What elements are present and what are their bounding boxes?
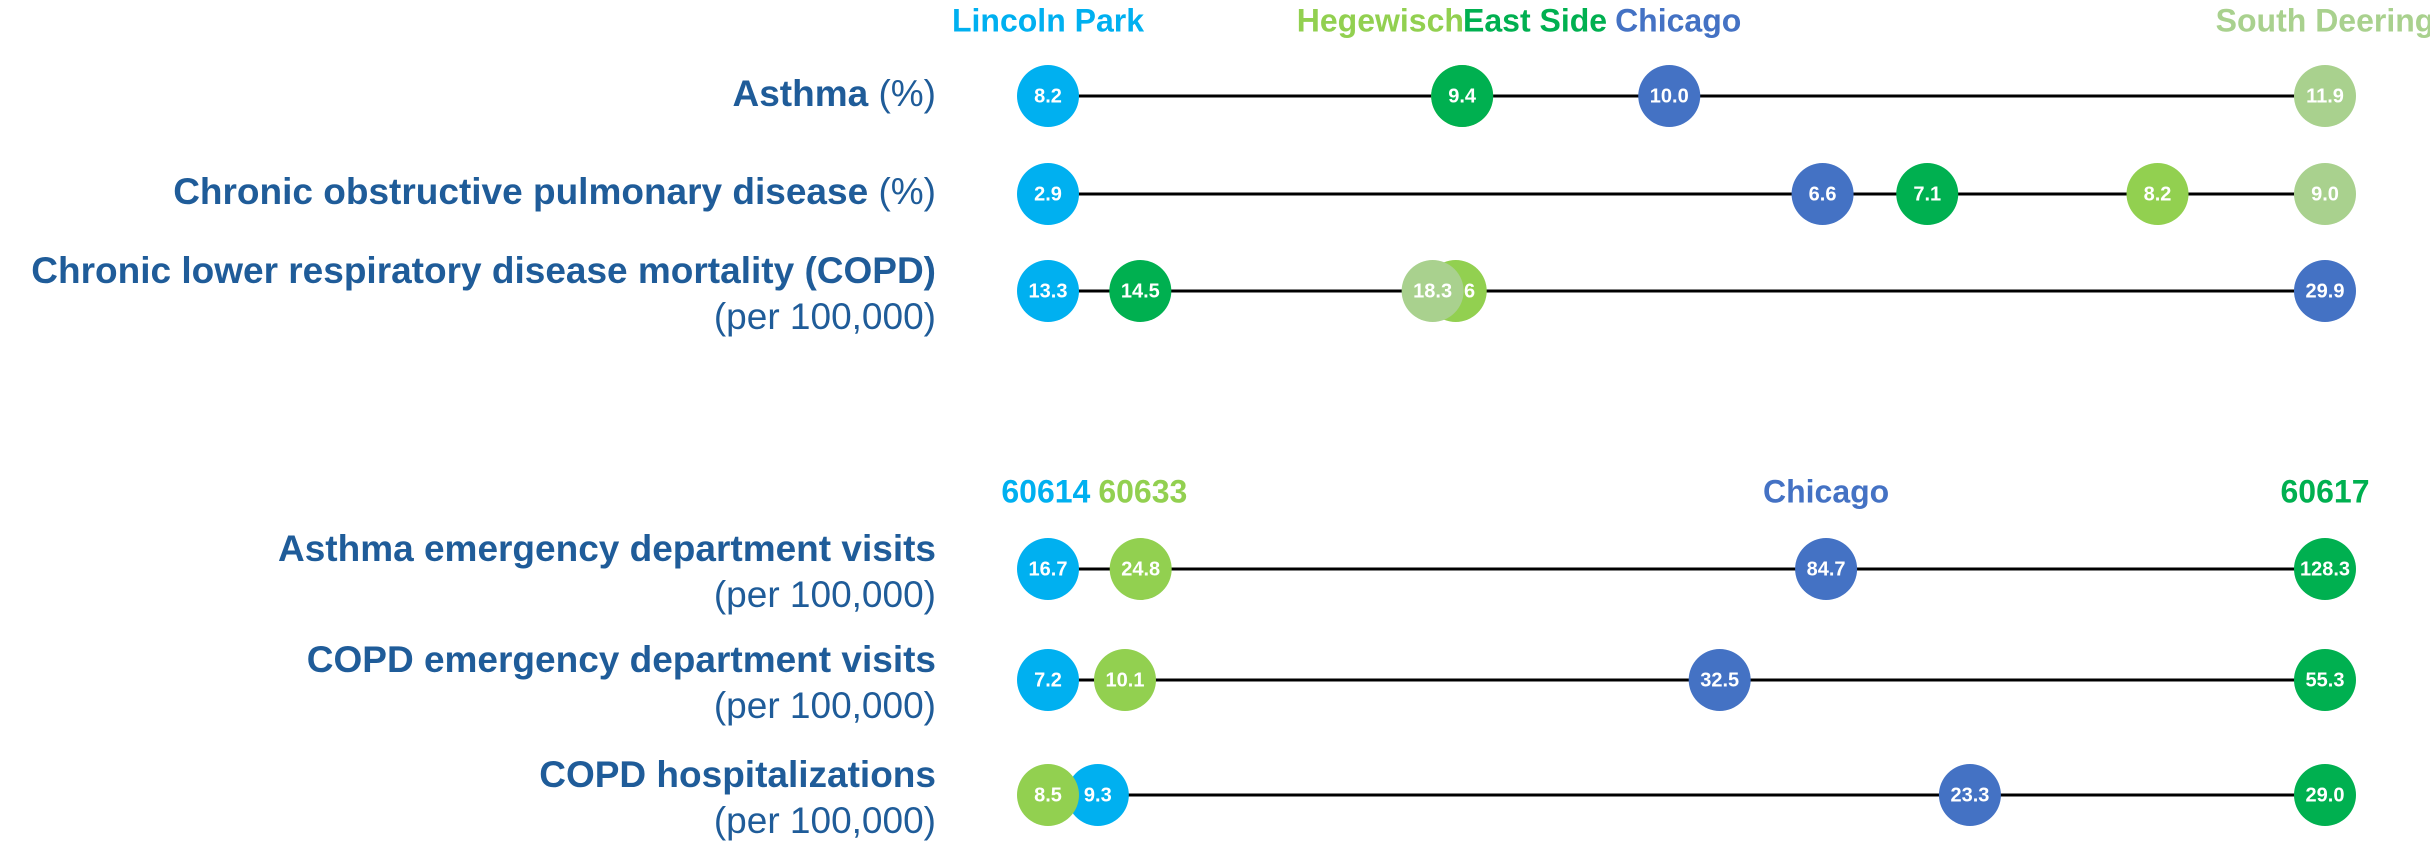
dot <box>1017 65 1079 127</box>
row-unit: (per 100,000) <box>714 296 936 337</box>
dot-label: 29.9 <box>2306 280 2345 302</box>
dot <box>1688 649 1751 711</box>
row-label: Chronic obstructive pulmonary disease (%… <box>173 171 936 212</box>
dot <box>1017 649 1079 711</box>
legend-label: Chicago <box>1615 2 1741 38</box>
row-title: Chronic lower respiratory disease mortal… <box>31 250 936 291</box>
dot <box>1109 260 1172 322</box>
dot <box>2294 65 2356 127</box>
dot <box>1017 163 1079 225</box>
dot <box>2294 649 2356 711</box>
dot-label: 9.3 <box>1084 784 1112 806</box>
dot-label: 6.6 <box>1809 183 1837 205</box>
dot <box>1791 163 1854 225</box>
dot-label: 11.9 <box>2306 85 2344 107</box>
row-title: Chronic obstructive pulmonary disease <box>173 171 868 212</box>
dot <box>1938 764 2001 826</box>
dot <box>1017 260 1079 322</box>
legend-label: South Deering <box>2216 2 2430 38</box>
dot-label: 16.7 <box>1029 558 1068 580</box>
dot-label: 55.3 <box>2306 669 2345 691</box>
dot <box>2294 538 2356 600</box>
legend-label: 60614 <box>1001 473 1090 509</box>
dot-label: 8.2 <box>1034 85 1062 107</box>
dot <box>1401 260 1464 322</box>
dot-label: 128.3 <box>2300 558 2350 580</box>
dot <box>1093 649 1156 711</box>
row-label: Asthma emergency department visits <box>278 528 936 569</box>
row-title: COPD emergency department visits <box>307 639 936 680</box>
dot <box>2294 260 2356 322</box>
row-title: Asthma emergency department visits <box>278 528 936 569</box>
dot <box>2294 163 2356 225</box>
dot-label: 23.3 <box>1950 784 1989 806</box>
dot <box>2294 764 2356 826</box>
row-label: COPD hospitalizations <box>539 754 936 795</box>
dot-label: 29.0 <box>2306 784 2345 806</box>
row-title: Asthma <box>732 73 868 114</box>
dot <box>1795 538 1858 600</box>
legend-label: 60633 <box>1098 473 1187 509</box>
dot-label: 24.8 <box>1121 558 1160 580</box>
dot-label: 8.5 <box>1034 784 1062 806</box>
legend-label: Hegewisch <box>1297 2 1464 38</box>
dot <box>1109 538 1172 600</box>
row-unit: (%) <box>878 73 936 114</box>
row-unit: (per 100,000) <box>714 800 936 841</box>
dot-label: 2.9 <box>1034 183 1062 205</box>
dot-label: 13.3 <box>1029 280 1068 302</box>
dot-label: 10.0 <box>1650 85 1689 107</box>
row-label: COPD emergency department visits <box>307 639 936 680</box>
dot-label: 9.0 <box>2311 183 2339 205</box>
dot-label: 84.7 <box>1807 558 1846 580</box>
row-label: Chronic lower respiratory disease mortal… <box>31 250 936 291</box>
row-unit: (per 100,000) <box>714 574 936 615</box>
legend-label: 60617 <box>2281 473 2370 509</box>
dot-label: 7.1 <box>1913 183 1941 205</box>
dot-label: 32.5 <box>1700 669 1739 691</box>
legend-label: Lincoln Park <box>952 2 1144 38</box>
dot <box>1017 538 1079 600</box>
dot-label: 18.3 <box>1413 280 1452 302</box>
dot-label: 7.2 <box>1034 669 1062 691</box>
dot-label: 10.1 <box>1106 669 1145 691</box>
dot <box>1017 764 1079 826</box>
legend-label: East Side <box>1463 2 1607 38</box>
dot-label: 9.4 <box>1448 85 1477 107</box>
legend-label: Chicago <box>1763 473 1889 509</box>
row-unit: (per 100,000) <box>714 685 936 726</box>
dot <box>1431 65 1494 127</box>
row-unit: (%) <box>878 171 936 212</box>
row-label: Asthma (%) <box>732 73 936 114</box>
dot <box>2126 163 2189 225</box>
dot-label: 14.5 <box>1121 280 1160 302</box>
dot <box>1638 65 1701 127</box>
dot-label: 8.2 <box>2144 183 2172 205</box>
dot <box>1896 163 1959 225</box>
dot <box>1066 764 1129 826</box>
row-title: COPD hospitalizations <box>539 754 936 795</box>
